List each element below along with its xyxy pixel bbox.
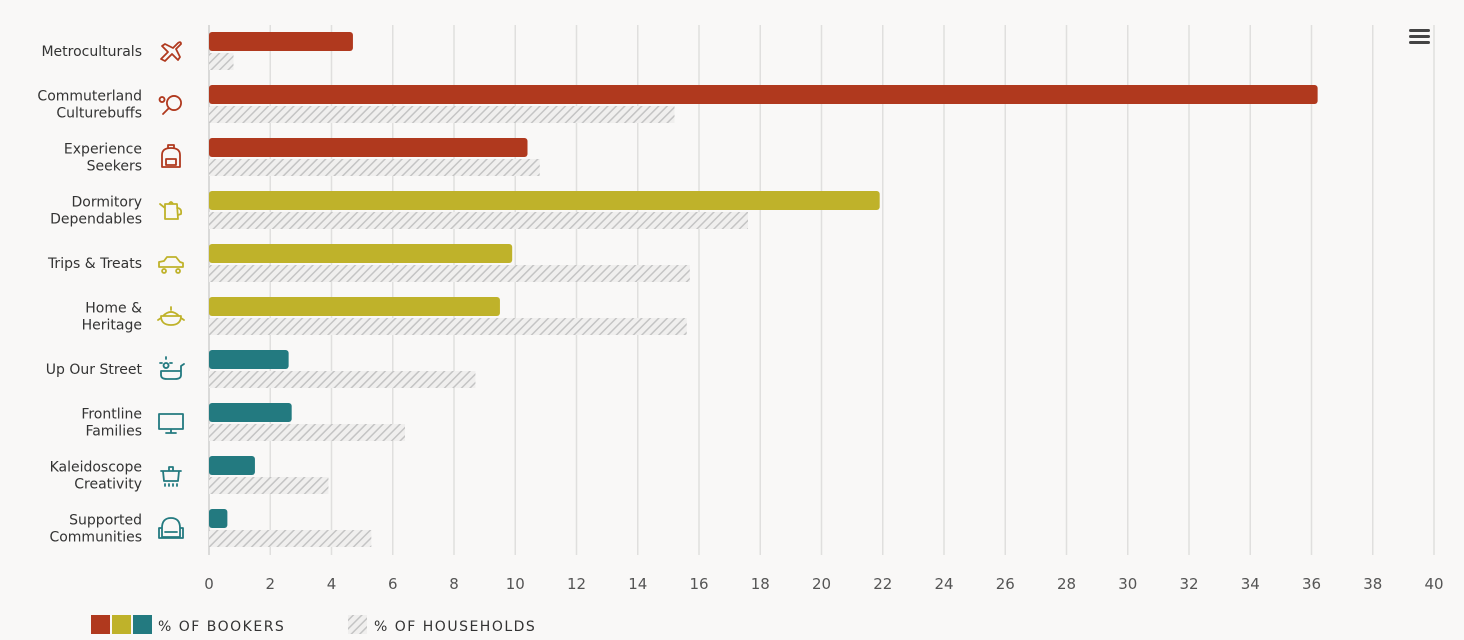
cooking-pot-icon [157, 306, 185, 326]
category-label: Creativity [74, 477, 142, 493]
category-label: Metroculturals [41, 44, 142, 60]
backpack-icon [161, 144, 181, 168]
bar-bookers [209, 191, 880, 210]
x-tick-label: 6 [388, 575, 398, 593]
monitor-icon [158, 413, 184, 434]
x-tick-label: 24 [934, 575, 953, 593]
category-label: Trips & Treats [47, 256, 142, 272]
bar-bookers [209, 350, 289, 369]
x-tick-label: 12 [567, 575, 586, 593]
legend-swatch-bookers [112, 615, 131, 634]
x-tick-label: 4 [327, 575, 337, 593]
bar-households [209, 424, 405, 441]
bar-bookers [209, 509, 228, 528]
bar-households [209, 318, 687, 335]
bar-households [209, 212, 748, 229]
bar-households [209, 477, 329, 494]
category-label: Frontline [81, 407, 142, 423]
category-label: Communities [49, 530, 142, 546]
legend-label-households: % OF HOUSEHOLDS [374, 619, 536, 635]
legend-label-bookers: % OF BOOKERS [158, 619, 285, 635]
x-tick-label: 2 [265, 575, 275, 593]
legend-swatch-bookers [91, 615, 110, 634]
x-tick-label: 8 [449, 575, 459, 593]
legend-swatch-households [348, 615, 367, 634]
x-tick-label: 30 [1118, 575, 1137, 593]
bar-households [209, 530, 372, 547]
bar-bookers [209, 85, 1318, 104]
x-tick-label: 22 [873, 575, 892, 593]
bar-bookers [209, 32, 353, 51]
x-tick-label: 32 [1179, 575, 1198, 593]
airplane-icon [160, 41, 182, 62]
category-label: Kaleidoscope [50, 460, 142, 476]
x-tick-label: 38 [1363, 575, 1382, 593]
legend-swatch-bookers [133, 615, 152, 634]
x-tick-label: 40 [1424, 575, 1443, 593]
sun-bath-icon [159, 356, 185, 380]
bar-bookers [209, 244, 513, 263]
category-label: Heritage [82, 318, 142, 334]
x-tick-label: 0 [204, 575, 214, 593]
tennis-racket-icon [158, 95, 182, 115]
category-label: Dependables [50, 212, 142, 228]
category-label: Up Our Street [46, 362, 143, 378]
category-label: Supported [69, 513, 142, 529]
category-label: Home & [85, 301, 142, 317]
car-icon [158, 256, 184, 274]
x-tick-label: 16 [689, 575, 708, 593]
bar-households [209, 265, 690, 282]
hamburger-menu-icon[interactable] [1409, 29, 1430, 44]
bar-households [209, 371, 476, 388]
x-tick-label: 34 [1241, 575, 1260, 593]
steam-pot-icon [160, 466, 182, 487]
category-label: Experience [64, 142, 142, 158]
category-label: Seekers [87, 159, 142, 175]
x-tick-label: 20 [812, 575, 831, 593]
x-tick-label: 10 [506, 575, 525, 593]
bar-bookers [209, 456, 255, 475]
bar-households [209, 106, 675, 123]
x-tick-label: 26 [996, 575, 1015, 593]
bar-bookers [209, 138, 528, 157]
category-label: Dormitory [72, 195, 142, 211]
x-tick-label: 36 [1302, 575, 1321, 593]
category-label: Families [85, 424, 142, 440]
bar-bookers [209, 297, 500, 316]
bar-bookers [209, 403, 292, 422]
x-tick-label: 14 [628, 575, 647, 593]
teapot-icon [159, 201, 183, 220]
x-tick-label: 18 [751, 575, 770, 593]
bar-households [209, 159, 540, 176]
category-label: Culturebuffs [56, 106, 142, 122]
category-label: Commuterland [37, 89, 142, 105]
x-tick-label: 28 [1057, 575, 1076, 593]
armchair-icon [158, 517, 184, 539]
bar-households [209, 53, 234, 70]
